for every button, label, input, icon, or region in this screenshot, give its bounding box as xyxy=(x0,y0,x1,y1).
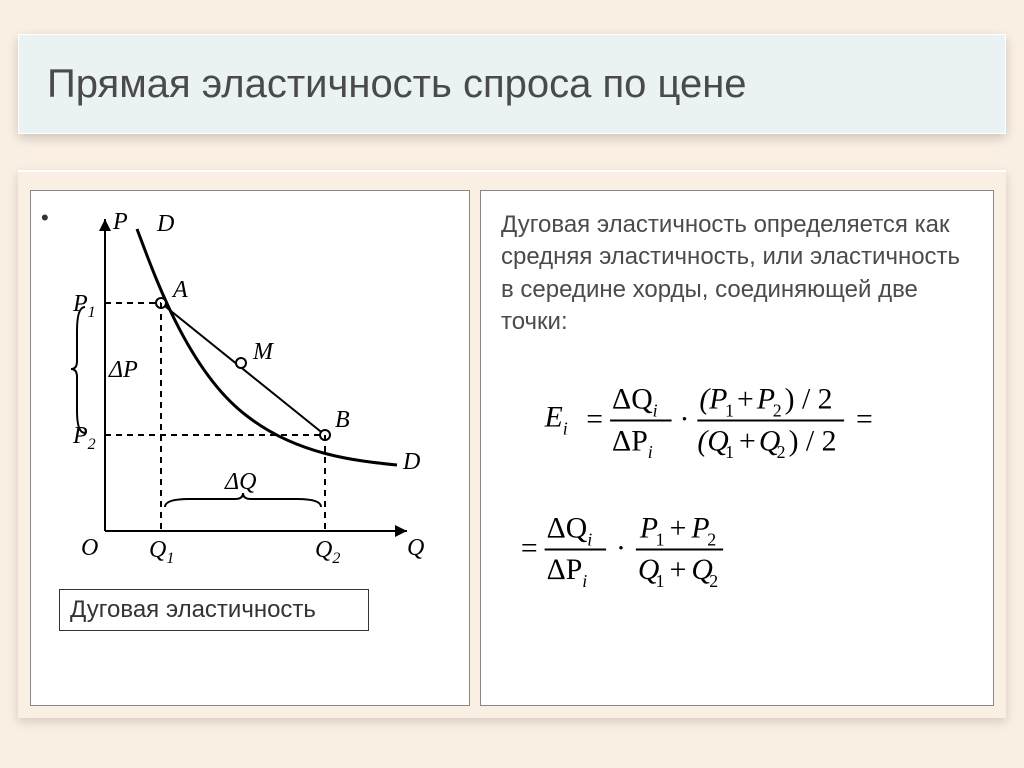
svg-text:=: = xyxy=(521,531,538,564)
svg-text:(P: (P xyxy=(699,382,727,415)
svg-text:) / 2: ) / 2 xyxy=(785,382,833,415)
q2-tick: Q2 xyxy=(315,537,340,567)
slide-title: Прямая эластичность спроса по цене xyxy=(47,62,747,107)
explanation-text: Дуговая эластичность определяется как ср… xyxy=(501,209,977,339)
svg-text:1: 1 xyxy=(656,529,665,549)
svg-text:) / 2: ) / 2 xyxy=(789,424,837,457)
point-b-label: B xyxy=(335,407,350,433)
origin-label: O xyxy=(81,535,98,561)
svg-text:=: = xyxy=(586,402,603,435)
diagram-caption: Дуговая эластичность xyxy=(59,589,369,631)
bullet-dot: • xyxy=(41,205,49,231)
point-a-label: A xyxy=(171,277,188,303)
delta-q-label: ΔQ xyxy=(224,469,256,495)
svg-text:ΔPi: ΔPi xyxy=(547,553,588,591)
x-axis-label: Q xyxy=(407,535,424,561)
svg-text:2: 2 xyxy=(773,400,782,420)
title-bar: Прямая эластичность спроса по цене xyxy=(18,34,1006,134)
svg-text:+: + xyxy=(670,553,687,586)
arc-elasticity-formula: Ei = ΔQi ΔPi · (P xyxy=(501,367,977,670)
svg-text:ΔQi: ΔQi xyxy=(612,382,658,420)
svg-text:ΔPi: ΔPi xyxy=(612,424,653,462)
y-axis-label: P xyxy=(112,211,128,235)
curve-label-right: D xyxy=(402,449,420,475)
svg-text:+: + xyxy=(737,382,754,415)
svg-text:1: 1 xyxy=(725,442,734,462)
left-panel: • D D A xyxy=(30,190,470,706)
svg-text:2: 2 xyxy=(709,571,718,591)
svg-text:+: + xyxy=(739,424,756,457)
content-area: • D D A xyxy=(18,170,1006,718)
svg-text:2: 2 xyxy=(777,442,786,462)
right-panel: Дуговая эластичность определяется как ср… xyxy=(480,190,994,706)
p2-tick: P2 xyxy=(72,423,96,453)
svg-text:=: = xyxy=(856,402,873,435)
svg-text:·: · xyxy=(680,402,690,435)
slide: Прямая эластичность спроса по цене • D D xyxy=(0,0,1024,768)
svg-text:2: 2 xyxy=(707,529,716,549)
svg-text:(Q: (Q xyxy=(697,424,728,457)
svg-text:1: 1 xyxy=(725,400,734,420)
curve-label-top: D xyxy=(156,211,174,237)
q1-tick: Q1 xyxy=(149,537,174,567)
svg-text:+: + xyxy=(670,511,687,544)
svg-text:1: 1 xyxy=(656,571,665,591)
delta-p-label: ΔP xyxy=(108,357,138,383)
svg-text:·: · xyxy=(616,531,626,564)
point-m-label: M xyxy=(252,339,275,365)
svg-text:Ei: Ei xyxy=(544,400,568,438)
p1-tick: P1 xyxy=(72,291,96,321)
svg-text:ΔQi: ΔQi xyxy=(547,511,593,549)
elasticity-diagram: D D A M B xyxy=(67,211,427,571)
